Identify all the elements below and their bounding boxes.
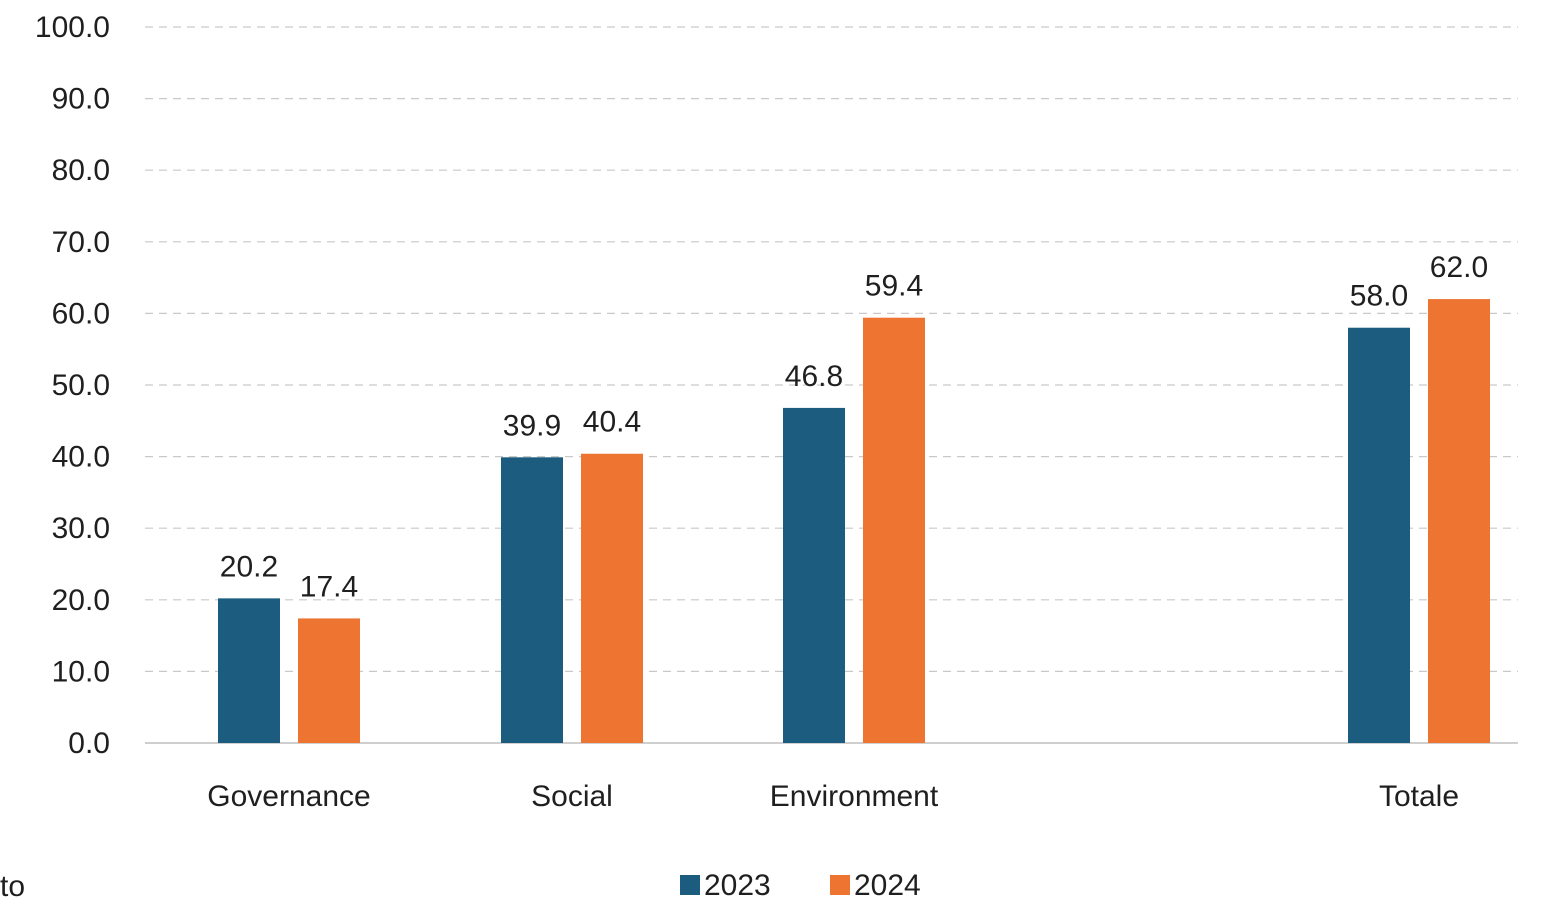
data-label-2023: 46.8 — [785, 360, 843, 393]
x-category-label: Environment — [770, 780, 939, 813]
y-tick-label: 0.0 — [68, 727, 110, 760]
y-tick-label: 20.0 — [52, 584, 110, 617]
y-tick-label: 90.0 — [52, 83, 110, 116]
data-label-2024: 40.4 — [583, 406, 641, 439]
data-label-2024: 62.0 — [1430, 251, 1488, 284]
x-axis-categories: Governance Social Environment Totale — [207, 780, 1459, 813]
x-category-label: Governance — [207, 780, 370, 813]
y-tick-label: 100.0 — [35, 11, 110, 44]
bar-2023-totale — [1348, 327, 1410, 743]
legend-label-2024: 2024 — [854, 869, 921, 899]
y-tick-label: 70.0 — [52, 226, 110, 259]
x-category-label: Social — [531, 780, 613, 813]
bar-2024-social — [581, 453, 643, 743]
bar-2024-environment — [863, 317, 925, 743]
x-category-label: Totale — [1379, 780, 1459, 813]
bar-2024-governance — [298, 618, 360, 743]
data-label-2023: 39.9 — [503, 409, 561, 442]
data-label-2023: 58.0 — [1350, 280, 1408, 313]
legend-label-2023: 2023 — [704, 869, 771, 899]
legend-swatch-2024 — [830, 875, 850, 895]
bar-2024-totale — [1428, 299, 1490, 743]
data-label-2023: 20.2 — [220, 550, 278, 583]
data-labels-layer: 20.2 17.4 39.9 40.4 46.8 59.4 58.0 62.0 — [220, 251, 1488, 603]
y-tick-label: 50.0 — [52, 369, 110, 402]
legend: 2023 2024 — [680, 869, 921, 902]
y-tick-label: 10.0 — [52, 655, 110, 688]
bar-2023-environment — [783, 407, 845, 743]
y-tick-label: 60.0 — [52, 297, 110, 330]
y-tick-label: 80.0 — [52, 154, 110, 187]
bars-layer — [218, 299, 1490, 743]
data-label-2024: 17.4 — [300, 570, 358, 603]
data-label-2024: 59.4 — [865, 270, 923, 303]
corner-text-fragment: to — [0, 870, 26, 903]
bar-2023-social — [501, 457, 563, 743]
y-axis-ticks: 0.0 10.0 20.0 30.0 40.0 50.0 60.0 70.0 80.0 90.0 1… — [35, 11, 110, 760]
bar-2023-governance — [218, 598, 280, 743]
y-tick-label: 30.0 — [52, 512, 110, 545]
y-tick-label: 40.0 — [52, 441, 110, 474]
legend-swatch-2023 — [680, 875, 700, 895]
